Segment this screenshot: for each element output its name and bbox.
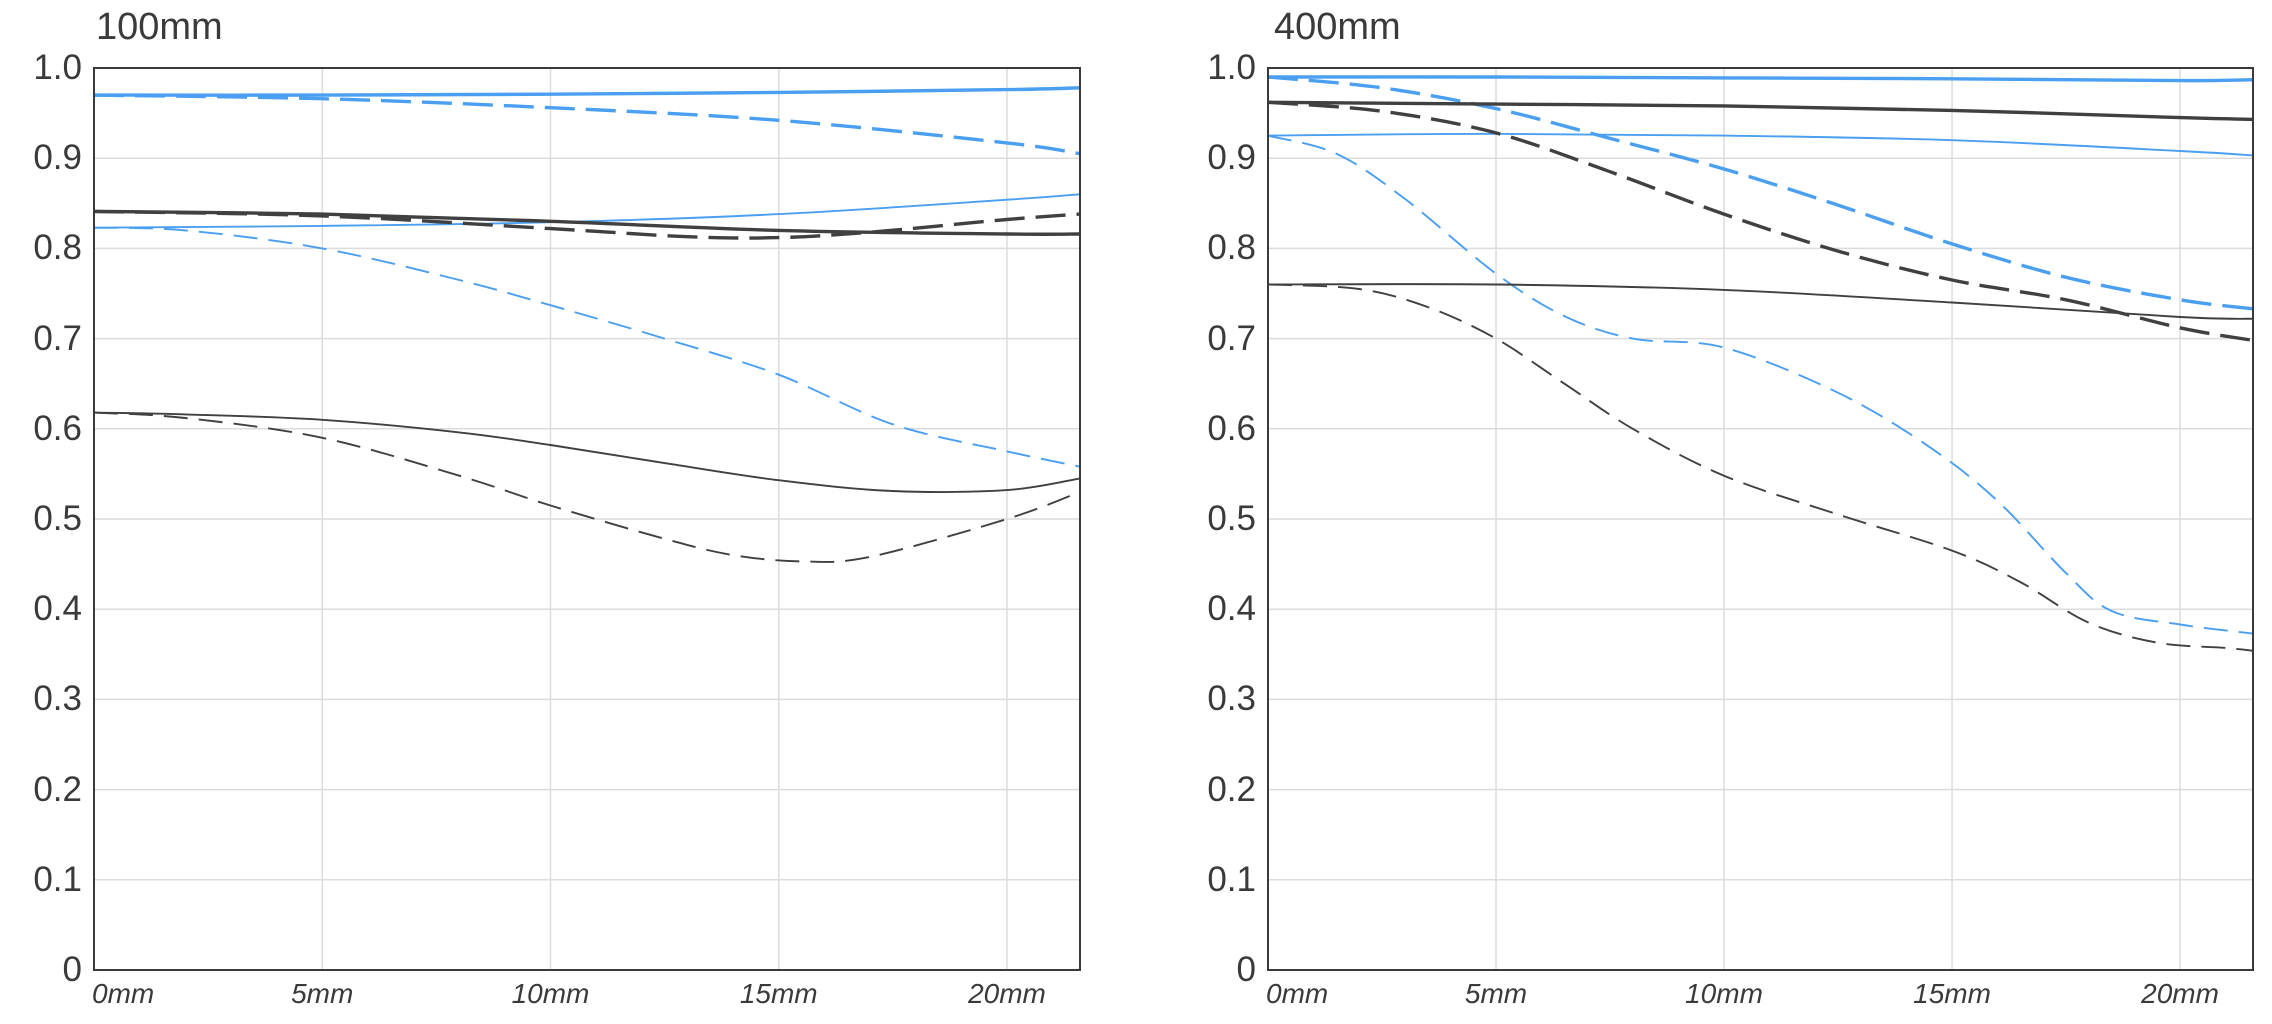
y-tick-label: 0.7 (1207, 318, 1256, 358)
y-tick-label: 0.2 (1207, 769, 1256, 809)
y-tick-label: 0.7 (33, 318, 82, 358)
y-tick-label: 0.4 (33, 589, 82, 629)
y-tick-label: 0.5 (1207, 499, 1256, 538)
plot-frame (93, 67, 1081, 971)
y-tick-label: 0.3 (1207, 679, 1256, 719)
y-tick-label: 0.4 (1207, 589, 1256, 629)
y-tick-label: 1.0 (1207, 48, 1256, 87)
series-line-blue-thick-solid (93, 86, 1081, 97)
x-tick-label: 5mm (291, 978, 354, 1009)
y-tick-label: 0.5 (33, 499, 82, 538)
series-line-black-thick-dashed (93, 209, 1081, 240)
y-tick-label: 0.1 (33, 859, 82, 899)
x-tick-label: 0mm (92, 978, 155, 1009)
series-line-black-thin-dashed (1267, 283, 2254, 652)
y-tick-label: 0.9 (33, 138, 82, 178)
series-line-black-thick-solid (1267, 100, 2254, 122)
series-line-black-thin-solid (93, 411, 1081, 493)
y-tick-label: 0.3 (33, 679, 82, 719)
series-line-blue-thin-solid (93, 193, 1081, 229)
plot-area-100mm (93, 67, 1081, 971)
x-tick-label: 0mm (1266, 978, 1329, 1009)
y-tick-label: 0.2 (33, 769, 82, 809)
x-tick-label: 20mm (968, 978, 1046, 1009)
chart-title-400mm: 400mm (1274, 6, 1401, 48)
y-tick-label: 0 (1236, 950, 1256, 989)
series-line-black-thin-dashed (93, 411, 1081, 563)
series-line-black-thin-solid (1267, 283, 2254, 320)
y-tick-label: 0.1 (1207, 859, 1256, 899)
series-line-blue-thin-dashed (1267, 134, 2254, 635)
series-line-blue-thin-solid (1267, 132, 2254, 157)
y-tick-label: 0.9 (1207, 138, 1256, 178)
x-tick-label: 15mm (739, 978, 818, 1009)
y-tick-label: 1.0 (33, 48, 82, 87)
chart-title-100mm: 100mm (96, 6, 223, 48)
x-tick-label: 15mm (1913, 978, 1991, 1009)
series-line-blue-thick-dashed (93, 93, 1081, 156)
series-line-blue-thin-dashed (93, 226, 1081, 468)
y-tick-label: 0.8 (1207, 228, 1256, 268)
y-tick-label: 0.6 (1207, 408, 1256, 448)
x-tick-label: 10mm (1685, 978, 1763, 1009)
plot-frame (1267, 67, 2254, 971)
x-tick-label: 20mm (2141, 978, 2219, 1009)
y-tick-label: 0.8 (33, 228, 82, 268)
series-line-blue-thick-dashed (1267, 75, 2254, 311)
y-tick-label: 0 (62, 950, 82, 989)
y-tick-label: 0.6 (33, 408, 82, 448)
series-line-blue-thick-solid (1267, 75, 2254, 83)
x-tick-label: 5mm (1464, 978, 1528, 1009)
series-line-black-thick-dashed (1267, 100, 2254, 343)
plot-area-400mm (1267, 67, 2254, 971)
x-tick-label: 10mm (511, 978, 590, 1009)
